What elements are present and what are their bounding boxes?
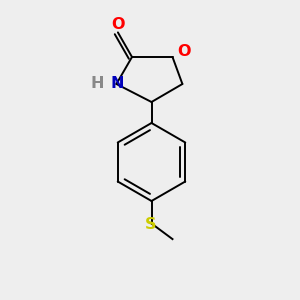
Text: O: O <box>177 44 191 59</box>
Text: N: N <box>111 76 124 91</box>
Text: H: H <box>90 76 104 91</box>
Text: S: S <box>145 217 157 232</box>
Text: O: O <box>111 17 125 32</box>
